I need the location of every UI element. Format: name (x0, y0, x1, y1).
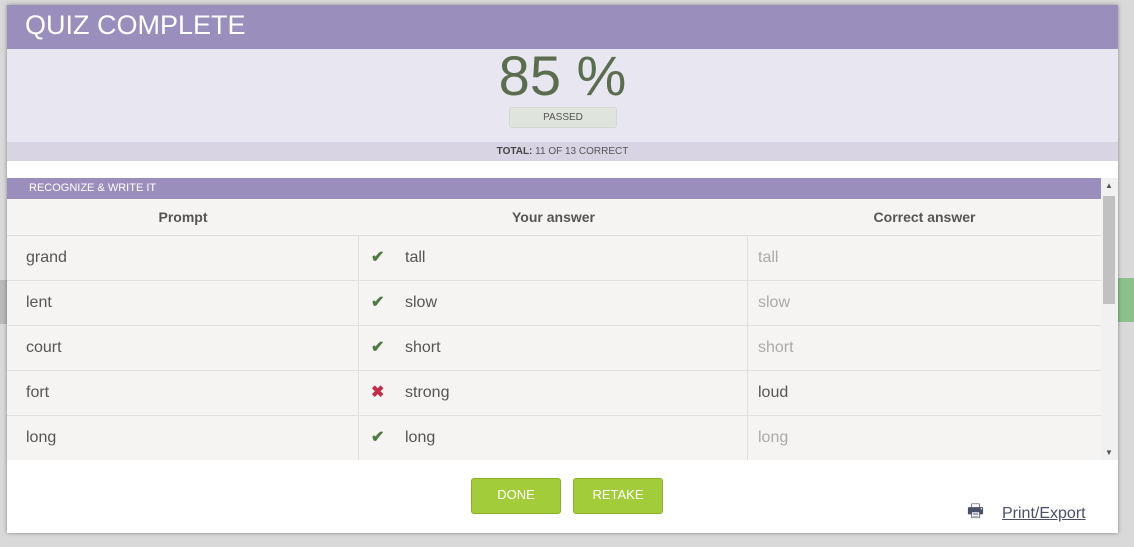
print-export[interactable]: 🖶 Print/Export (967, 499, 1086, 529)
results-table: Prompt Your answer Correct answer grand … (7, 199, 1101, 460)
answer-cell: ✖ strong (359, 371, 748, 415)
answer-text: tall (405, 249, 426, 266)
correct-answer-cell: short (758, 339, 794, 356)
total-value: 11 OF 13 CORRECT (535, 146, 629, 157)
quiz-results-dialog: QUIZ COMPLETE 85 % PASSED TOTAL: 11 OF 1… (7, 5, 1118, 533)
answer-cell: ✔ tall (359, 236, 748, 280)
background-panel (0, 280, 7, 324)
scrollbar-thumb[interactable] (1103, 196, 1115, 304)
prompt-cell: court (7, 326, 359, 370)
table-row: grand ✔ tall tall (7, 236, 1101, 281)
table-row: lent ✔ slow slow (7, 281, 1101, 326)
background-panel (1118, 278, 1134, 322)
correct-answer-cell: slow (758, 294, 791, 311)
correct-answer-cell: long (758, 429, 789, 446)
answer-text: slow (405, 294, 438, 311)
table-row: court ✔ short short (7, 326, 1101, 371)
table-row: long ✔ long long (7, 416, 1101, 460)
prompt-cell: fort (7, 371, 359, 415)
answer-cell: ✔ long (359, 416, 748, 460)
answer-cell: ✔ short (359, 326, 748, 370)
print-export-link[interactable]: Print/Export (1002, 505, 1086, 522)
column-your-answer: Your answer (512, 209, 595, 225)
section-header: RECOGNIZE & WRITE IT (7, 178, 1118, 199)
check-icon: ✔ (371, 429, 385, 446)
score-panel: 85 % PASSED (7, 44, 1118, 142)
scroll-up-icon[interactable]: ▲ (1105, 181, 1113, 190)
check-icon: ✔ (371, 339, 385, 356)
total-bar: TOTAL: 11 OF 13 CORRECT (7, 142, 1118, 161)
answer-text: strong (405, 384, 450, 401)
table-header: Prompt Your answer Correct answer (7, 199, 1101, 236)
prompt-cell: grand (7, 236, 359, 280)
printer-icon[interactable]: 🖶 (967, 501, 984, 521)
retake-button[interactable]: RETAKE (573, 478, 663, 514)
table-row: fort ✖ strong loud (7, 371, 1101, 416)
check-icon: ✔ (371, 294, 385, 311)
scroll-down-icon[interactable]: ▼ (1105, 448, 1113, 457)
column-prompt: Prompt (158, 209, 208, 225)
answer-text: long (405, 429, 436, 446)
check-icon: ✔ (371, 249, 385, 266)
done-button[interactable]: DONE (471, 478, 561, 514)
prompt-cell: long (7, 416, 359, 460)
total-label: TOTAL: (496, 146, 533, 157)
scrollbar[interactable]: ▲ ▼ (1101, 178, 1118, 460)
correct-answer-cell: loud (758, 384, 789, 401)
cross-icon: ✖ (371, 384, 385, 401)
status-badge: PASSED (509, 107, 617, 128)
column-correct-answer: Correct answer (873, 209, 976, 225)
correct-answer-cell: tall (758, 249, 779, 266)
prompt-cell: lent (7, 281, 359, 325)
score-percent: 85 % (498, 44, 627, 107)
answer-cell: ✔ slow (359, 281, 748, 325)
dialog-title: QUIZ COMPLETE (7, 5, 1118, 49)
answer-text: short (405, 339, 441, 356)
